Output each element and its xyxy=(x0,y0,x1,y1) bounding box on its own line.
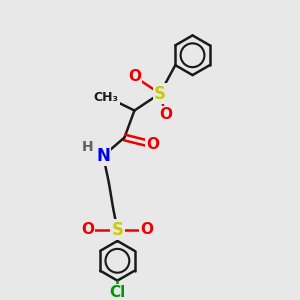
Text: O: O xyxy=(128,69,141,84)
Text: N: N xyxy=(96,147,110,165)
Text: O: O xyxy=(146,137,159,152)
Text: O: O xyxy=(159,107,172,122)
Text: H: H xyxy=(82,140,93,154)
Text: O: O xyxy=(141,222,154,237)
Text: Cl: Cl xyxy=(109,285,125,300)
Text: O: O xyxy=(81,222,94,237)
Text: CH₃: CH₃ xyxy=(94,91,118,104)
Text: S: S xyxy=(111,220,123,238)
Text: S: S xyxy=(154,85,166,103)
